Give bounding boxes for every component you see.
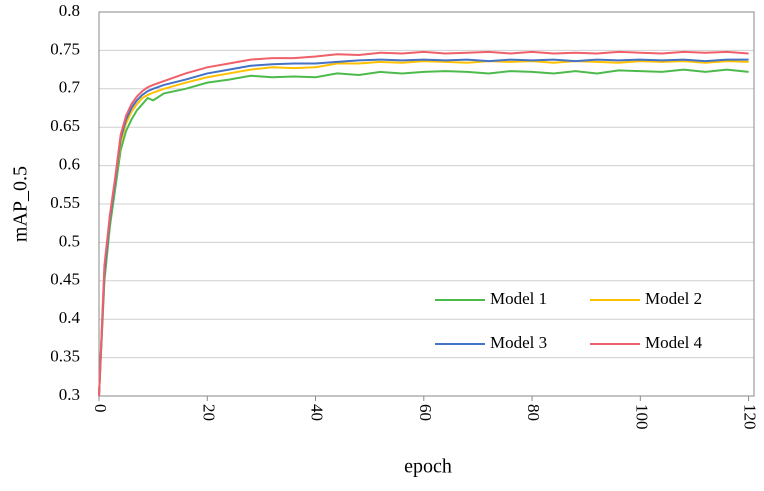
line-series [98,58,749,397]
y-tick-label: 0.4 [59,308,81,327]
legend-label: Model 4 [645,333,703,352]
x-tick-label: 80 [524,404,543,421]
x-tick-label: 0 [91,404,110,413]
x-tick-label: 100 [632,404,651,430]
y-tick-label: 0.6 [59,155,80,174]
x-axis-label: epoch [404,456,452,478]
x-tick-label: 40 [308,404,327,421]
legend-label: Model 1 [490,289,547,308]
y-tick-label: 0.5 [59,231,80,250]
x-tick-label: 60 [416,404,435,421]
y-tick-label: 0.8 [59,1,80,20]
y-tick-label: 0.35 [50,347,80,366]
y-tick-label: 0.75 [50,39,80,58]
line-series [98,68,749,397]
y-tick-label: 0.65 [50,116,80,135]
x-tick-label: 120 [741,404,760,430]
y-tick-label: 0.7 [59,78,81,97]
line-series [98,50,749,397]
x-tick-label: 20 [199,404,218,421]
legend-label: Model 3 [490,333,547,352]
y-tick-label: 0.55 [50,193,80,212]
plot-border [98,11,755,397]
line-series [98,60,749,397]
y-axis-label: mAP_0.5 [10,166,32,242]
legend-label: Model 2 [645,289,702,308]
y-tick-label: 0.45 [50,270,80,289]
y-tick-label: 0.3 [59,385,80,404]
